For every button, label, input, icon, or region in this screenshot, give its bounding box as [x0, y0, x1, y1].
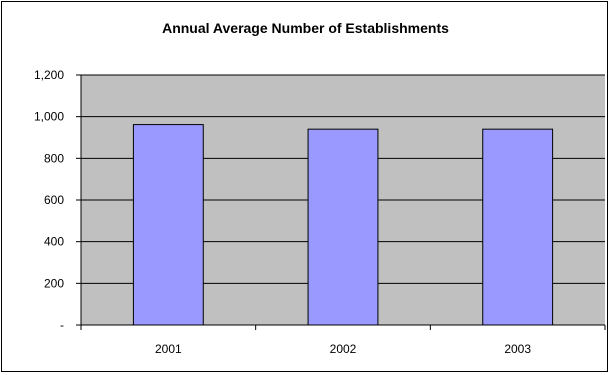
- y-tick-label: 600: [44, 193, 64, 207]
- y-tick-label: 1,000: [34, 110, 64, 124]
- x-tick-label: 2003: [504, 342, 531, 356]
- bar-2002: [307, 128, 379, 326]
- x-tick-label: 2002: [330, 342, 357, 356]
- y-tick-label: 400: [44, 235, 64, 249]
- y-tick-label: -: [60, 318, 64, 332]
- y-tick-label: 1,200: [34, 68, 64, 82]
- y-tick-label: 800: [44, 151, 64, 165]
- x-tick-label: 2001: [155, 342, 182, 356]
- y-tick-label: 200: [44, 276, 64, 290]
- bar-2003: [482, 128, 554, 326]
- chart-title: Annual Average Number of Establishments: [162, 20, 449, 36]
- bar-2001: [132, 124, 204, 326]
